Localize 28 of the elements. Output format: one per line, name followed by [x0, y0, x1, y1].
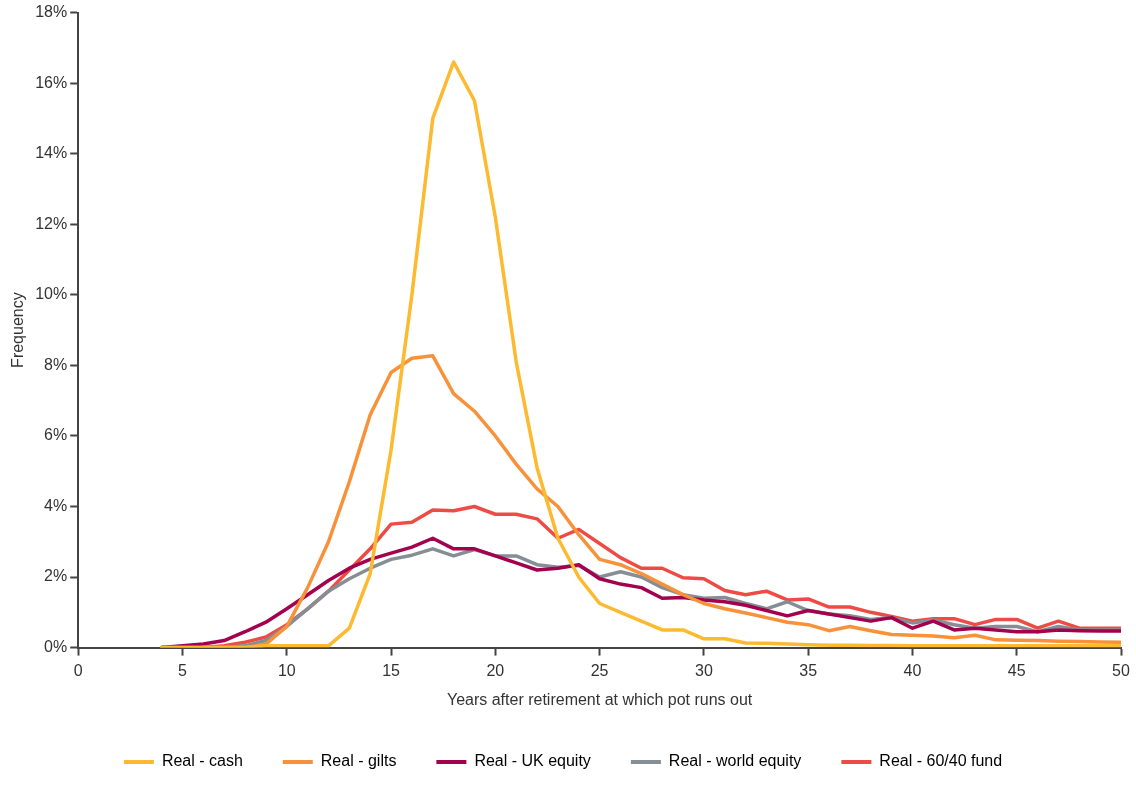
y-tick-label: 16%: [35, 73, 68, 91]
x-tick-label: 40: [903, 661, 922, 679]
x-tick-label: 5: [178, 661, 188, 679]
y-tick-label: 6%: [44, 426, 68, 444]
x-tick-label: 25: [590, 661, 609, 679]
legend-label: Real - 60/40 fund: [879, 752, 1003, 770]
y-tick-label: 18%: [35, 3, 68, 21]
legend-label: Real - gilts: [320, 752, 397, 770]
x-tick-label: 15: [382, 661, 401, 679]
y-tick-label: 4%: [44, 496, 68, 514]
y-axis-title: Frequency: [9, 292, 27, 368]
x-tick-label: 10: [277, 661, 296, 679]
legend-label: Real - cash: [161, 752, 243, 770]
x-axis-title: Years after retirement at which pot runs out: [446, 690, 753, 708]
legend-label: Real - UK equity: [474, 752, 591, 770]
x-tick-label: 20: [486, 661, 505, 679]
y-tick-label: 14%: [35, 144, 68, 162]
y-tick-label: 8%: [44, 355, 68, 373]
x-tick-label: 30: [694, 661, 713, 679]
y-tick-label: 12%: [35, 214, 68, 232]
x-tick-label: 45: [1007, 661, 1026, 679]
y-tick-label: 0%: [44, 638, 68, 656]
x-tick-label: 50: [1112, 661, 1130, 679]
x-tick-label: 0: [73, 661, 83, 679]
legend-label: Real - world equity: [668, 752, 802, 770]
y-tick-label: 2%: [44, 567, 68, 585]
x-tick-label: 35: [799, 661, 818, 679]
y-tick-label: 10%: [35, 285, 68, 303]
